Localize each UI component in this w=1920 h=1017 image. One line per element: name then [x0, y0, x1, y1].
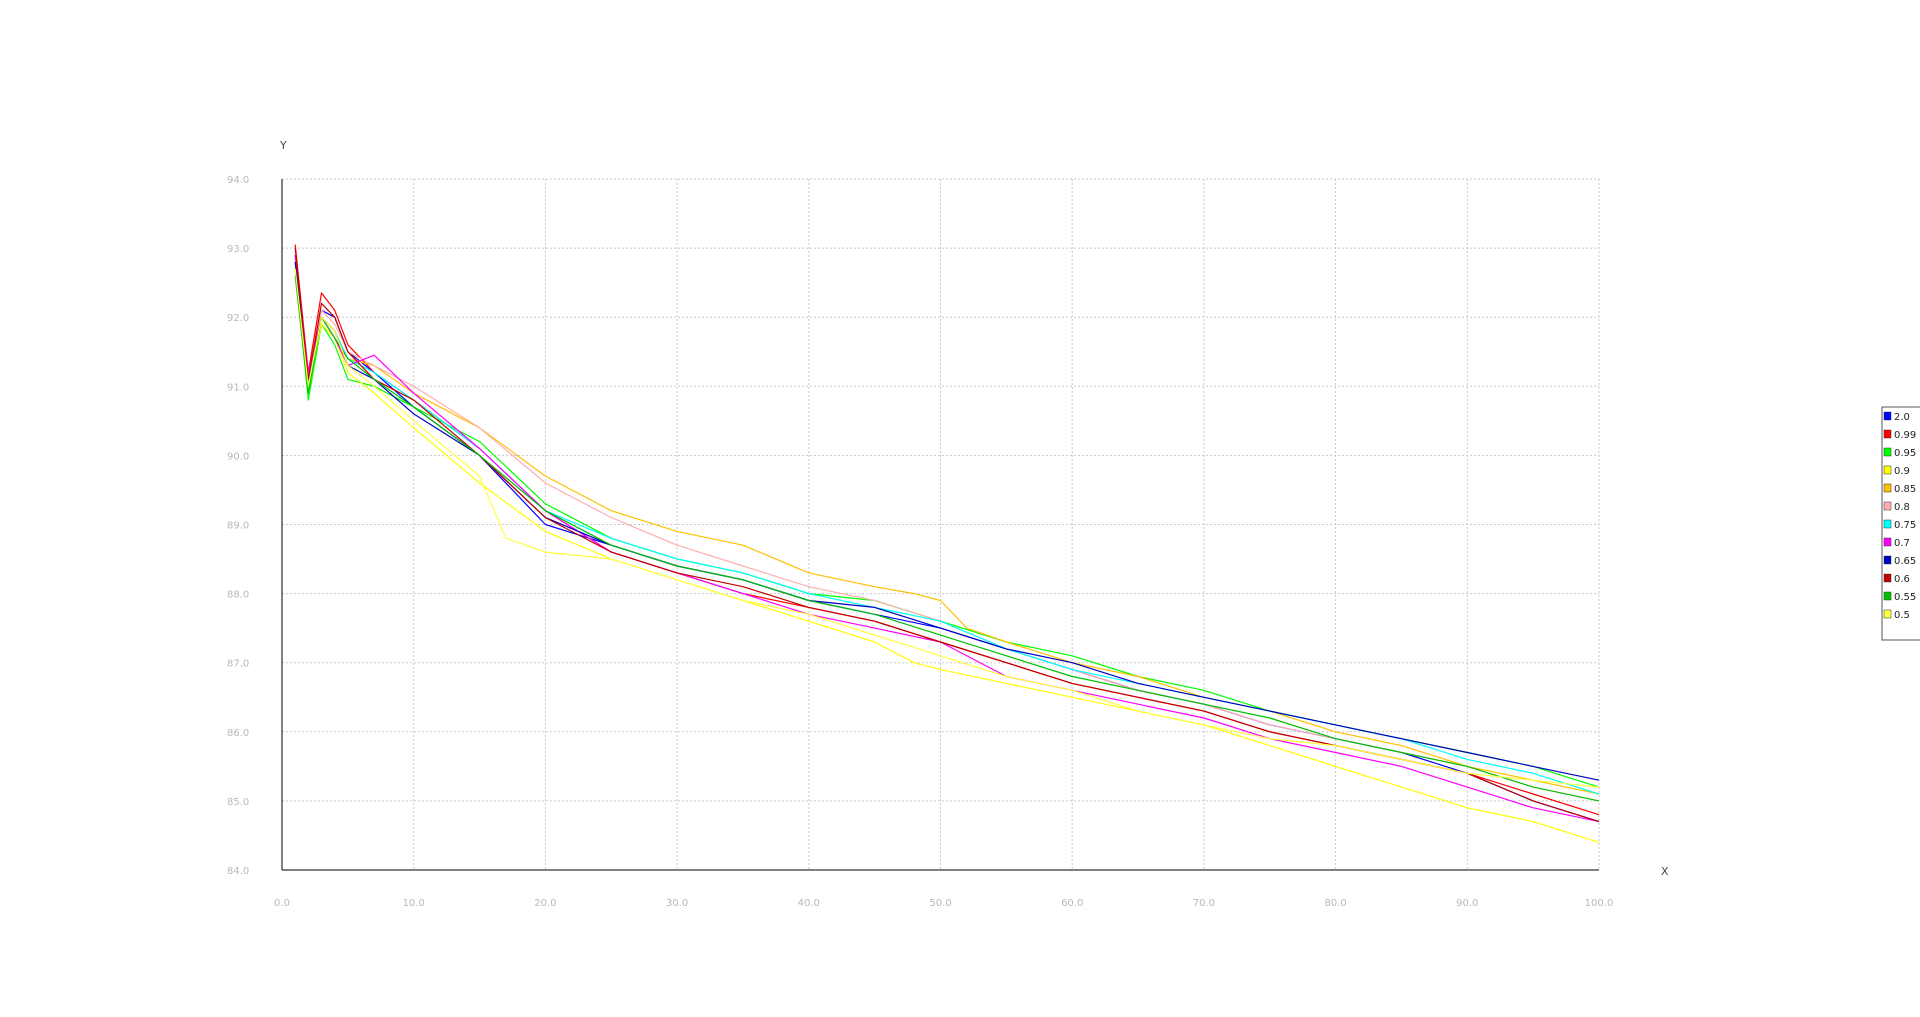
x-tick-label: 10.0 — [403, 898, 425, 909]
x-tick-label: 100.0 — [1585, 898, 1614, 909]
y-tick-label: 87.0 — [227, 659, 249, 670]
legend-swatch — [1883, 411, 1892, 421]
legend: 2.0 0.99 0.95 0.9 0.85 0.8 0.75 0.7 0.65 0.6 0.55 0… — [1881, 406, 1920, 641]
series-line-5 — [294, 254, 1600, 802]
series-line-9 — [294, 248, 1600, 823]
legend-label: 0.6 — [1894, 574, 1910, 585]
x-tick-label: 70.0 — [1193, 898, 1215, 909]
y-tick-label: 94.0 — [227, 175, 249, 186]
series-line-10 — [294, 275, 1600, 802]
series-line-1 — [294, 244, 1600, 816]
x-tick-label: 50.0 — [929, 898, 951, 909]
series-line-3 — [294, 261, 1600, 843]
legend-label: 0.65 — [1894, 556, 1916, 567]
y-tick-label: 93.0 — [227, 244, 249, 255]
x-tick-label: 60.0 — [1061, 898, 1083, 909]
tick-labels: 0.0 10.0 20.0 30.0 40.0 50.0 60.0 70.0 80.0 90.0 1… — [227, 175, 1613, 909]
legend-swatch — [1883, 483, 1892, 493]
y-tick-label: 92.0 — [227, 313, 249, 324]
legend-label: 0.8 — [1894, 502, 1910, 513]
legend-swatch — [1883, 573, 1892, 583]
legend-label: 0.55 — [1894, 592, 1916, 603]
legend-swatch — [1883, 609, 1892, 619]
legend-label: 0.7 — [1894, 538, 1910, 549]
legend-swatch — [1883, 429, 1892, 439]
legend-label: 0.95 — [1894, 448, 1916, 459]
series-line-11 — [294, 268, 1600, 788]
series-line-0 — [294, 254, 1600, 823]
legend-swatch — [1883, 447, 1892, 457]
series-line-7 — [294, 254, 1600, 823]
legend-swatch — [1883, 501, 1892, 511]
legend-label: 0.75 — [1894, 520, 1916, 531]
series-line-4 — [294, 258, 1600, 795]
series-line-6 — [294, 261, 1600, 795]
y-tick-label: 86.0 — [227, 728, 249, 739]
y-tick-label: 88.0 — [227, 590, 249, 601]
legend-label: 0.99 — [1894, 430, 1916, 441]
legend-label: 0.85 — [1894, 484, 1916, 495]
grid-lines — [282, 178, 1600, 870]
axes — [281, 179, 1599, 871]
legend-label: 0.9 — [1894, 466, 1910, 477]
legend-label: 2.0 — [1894, 412, 1910, 423]
x-tick-label: 0.0 — [274, 898, 290, 909]
legend-label: 0.5 — [1894, 610, 1910, 621]
y-tick-label: 84.0 — [227, 866, 249, 877]
legend-swatch — [1883, 591, 1892, 601]
x-tick-label: 30.0 — [666, 898, 688, 909]
x-tick-label: 20.0 — [534, 898, 556, 909]
x-axis-label: X — [1661, 865, 1669, 878]
y-tick-label: 91.0 — [227, 382, 249, 393]
x-tick-label: 90.0 — [1456, 898, 1478, 909]
y-tick-label: 90.0 — [227, 451, 249, 462]
legend-swatch — [1883, 519, 1892, 529]
series-line-2 — [294, 268, 1600, 788]
y-tick-label: 89.0 — [227, 521, 249, 532]
x-tick-label: 80.0 — [1324, 898, 1346, 909]
legend-swatch — [1883, 465, 1892, 475]
series-lines — [294, 244, 1600, 843]
y-tick-label: 85.0 — [227, 797, 249, 808]
x-tick-label: 40.0 — [798, 898, 820, 909]
legend-swatch — [1883, 537, 1892, 547]
legend-swatch — [1883, 555, 1892, 565]
y-axis-label: Y — [279, 139, 287, 152]
series-line-8 — [294, 261, 1600, 781]
